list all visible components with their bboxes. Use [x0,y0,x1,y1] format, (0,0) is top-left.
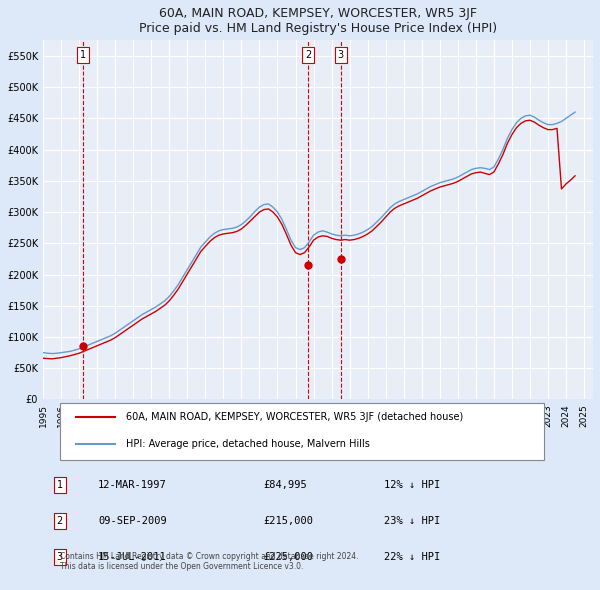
Text: 2: 2 [305,50,311,60]
Text: 3: 3 [338,50,344,60]
Text: £225,000: £225,000 [263,552,313,562]
FancyBboxPatch shape [59,402,544,460]
Text: 60A, MAIN ROAD, KEMPSEY, WORCESTER, WR5 3JF (detached house): 60A, MAIN ROAD, KEMPSEY, WORCESTER, WR5 … [125,412,463,422]
Text: 22% ↓ HPI: 22% ↓ HPI [384,552,440,562]
Text: 15-JUL-2011: 15-JUL-2011 [98,552,167,562]
Text: £84,995: £84,995 [263,480,307,490]
Text: 23% ↓ HPI: 23% ↓ HPI [384,516,440,526]
Text: HPI: Average price, detached house, Malvern Hills: HPI: Average price, detached house, Malv… [125,439,370,449]
Text: 2: 2 [56,516,62,526]
Text: Contains HM Land Registry data © Crown copyright and database right 2024.
This d: Contains HM Land Registry data © Crown c… [59,552,358,571]
Text: £215,000: £215,000 [263,516,313,526]
Text: 09-SEP-2009: 09-SEP-2009 [98,516,167,526]
Title: 60A, MAIN ROAD, KEMPSEY, WORCESTER, WR5 3JF
Price paid vs. HM Land Registry's Ho: 60A, MAIN ROAD, KEMPSEY, WORCESTER, WR5 … [139,7,497,35]
Text: 12-MAR-1997: 12-MAR-1997 [98,480,167,490]
Text: 1: 1 [56,480,62,490]
Text: 1: 1 [80,50,86,60]
Text: 3: 3 [56,552,62,562]
Text: 12% ↓ HPI: 12% ↓ HPI [384,480,440,490]
